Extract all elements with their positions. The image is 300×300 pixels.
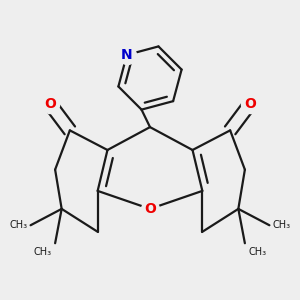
Text: CH₃: CH₃ — [9, 220, 27, 230]
Text: CH₃: CH₃ — [273, 220, 291, 230]
Text: N: N — [121, 48, 133, 62]
Text: O: O — [244, 97, 256, 111]
Text: CH₃: CH₃ — [34, 247, 52, 256]
Text: CH₃: CH₃ — [248, 247, 266, 256]
Text: O: O — [144, 202, 156, 216]
Text: O: O — [44, 97, 56, 111]
